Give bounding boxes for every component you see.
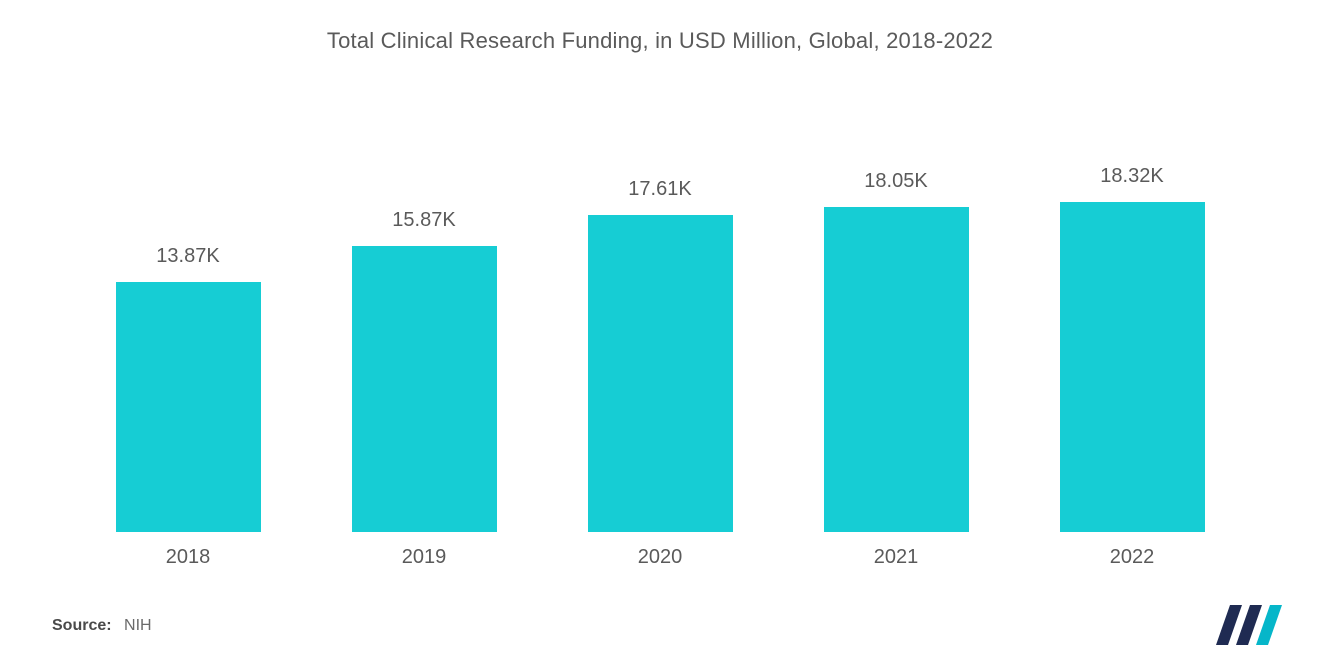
- bar: [588, 215, 733, 532]
- bar-plot-area: 13.87K 15.87K 17.61K 18.05K 18.32K: [40, 72, 1280, 532]
- bar-slot: 17.61K: [570, 72, 750, 532]
- x-axis-label: 2019: [334, 546, 514, 569]
- bar: [1060, 202, 1205, 532]
- x-axis-label: 2020: [570, 546, 750, 569]
- bar-value-label: 18.32K: [1100, 165, 1163, 188]
- bar-slot: 18.05K: [806, 72, 986, 532]
- brand-logo-icon: [1216, 605, 1284, 645]
- bar: [116, 282, 261, 532]
- chart-title: Total Clinical Research Funding, in USD …: [40, 28, 1280, 54]
- bar: [824, 207, 969, 532]
- x-axis-labels: 2018 2019 2020 2021 2022: [40, 546, 1280, 569]
- bar-value-label: 13.87K: [156, 245, 219, 268]
- source-value: NIH: [124, 617, 152, 634]
- chart-container: Total Clinical Research Funding, in USD …: [0, 0, 1320, 665]
- bar: [352, 246, 497, 532]
- bar-slot: 18.32K: [1042, 72, 1222, 532]
- bar-value-label: 15.87K: [392, 209, 455, 232]
- bar-value-label: 18.05K: [864, 170, 927, 193]
- x-axis-label: 2021: [806, 546, 986, 569]
- source-footer: Source: NIH: [52, 617, 152, 635]
- source-label: Source:: [52, 617, 112, 634]
- x-axis-label: 2018: [98, 546, 278, 569]
- bar-slot: 13.87K: [98, 72, 278, 532]
- bar-slot: 15.87K: [334, 72, 514, 532]
- x-axis-label: 2022: [1042, 546, 1222, 569]
- bar-value-label: 17.61K: [628, 178, 691, 201]
